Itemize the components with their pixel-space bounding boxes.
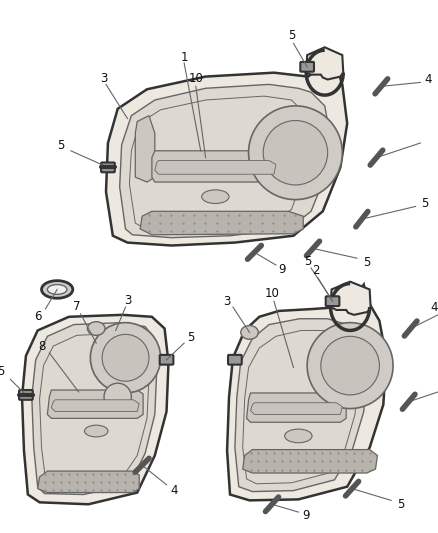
Text: 5: 5: [288, 29, 295, 42]
Polygon shape: [306, 47, 343, 79]
Text: 5: 5: [304, 255, 312, 268]
Circle shape: [90, 322, 161, 393]
Text: 5: 5: [420, 197, 428, 210]
Polygon shape: [140, 211, 303, 235]
Text: 3: 3: [124, 294, 131, 306]
Text: 1: 1: [180, 51, 188, 63]
FancyBboxPatch shape: [228, 355, 242, 365]
FancyBboxPatch shape: [160, 355, 173, 365]
Ellipse shape: [85, 425, 108, 437]
Text: 5: 5: [187, 331, 194, 344]
Text: 9: 9: [302, 510, 310, 522]
Polygon shape: [251, 403, 343, 415]
Ellipse shape: [241, 326, 258, 339]
Polygon shape: [38, 471, 139, 492]
Text: 8: 8: [38, 340, 45, 353]
Circle shape: [248, 106, 343, 200]
Circle shape: [307, 322, 393, 409]
Text: 5: 5: [0, 365, 4, 378]
Polygon shape: [243, 450, 378, 473]
Polygon shape: [22, 315, 169, 504]
FancyBboxPatch shape: [300, 62, 314, 71]
Text: 10: 10: [188, 72, 203, 85]
Polygon shape: [243, 330, 358, 484]
Polygon shape: [120, 84, 331, 238]
Text: 10: 10: [265, 287, 279, 300]
FancyBboxPatch shape: [326, 296, 339, 306]
Circle shape: [104, 383, 131, 410]
Polygon shape: [32, 322, 157, 495]
Polygon shape: [235, 319, 367, 491]
Polygon shape: [106, 55, 347, 246]
Text: 9: 9: [278, 263, 286, 277]
Circle shape: [321, 336, 379, 395]
FancyBboxPatch shape: [101, 163, 115, 172]
Text: 4: 4: [431, 301, 438, 313]
Polygon shape: [155, 160, 276, 174]
Ellipse shape: [88, 322, 105, 335]
Polygon shape: [51, 400, 139, 411]
Polygon shape: [227, 285, 386, 500]
Text: 5: 5: [57, 140, 65, 152]
Text: 3: 3: [223, 295, 231, 308]
Text: 7: 7: [73, 300, 81, 312]
Ellipse shape: [285, 429, 312, 443]
Polygon shape: [135, 116, 155, 182]
Text: 3: 3: [100, 72, 108, 85]
Polygon shape: [247, 393, 346, 422]
Polygon shape: [39, 333, 149, 484]
Ellipse shape: [201, 190, 229, 204]
Polygon shape: [129, 96, 309, 230]
Text: 6: 6: [34, 310, 41, 324]
Ellipse shape: [42, 281, 73, 298]
Polygon shape: [152, 151, 282, 182]
Polygon shape: [47, 390, 143, 418]
Text: 4: 4: [424, 73, 432, 86]
Circle shape: [102, 334, 149, 381]
Ellipse shape: [47, 285, 67, 294]
Text: 5: 5: [363, 256, 371, 269]
Text: 5: 5: [397, 498, 405, 511]
Polygon shape: [331, 281, 371, 315]
Text: 2: 2: [312, 264, 320, 277]
FancyBboxPatch shape: [19, 390, 33, 400]
Circle shape: [263, 120, 328, 185]
Text: 4: 4: [170, 484, 178, 497]
